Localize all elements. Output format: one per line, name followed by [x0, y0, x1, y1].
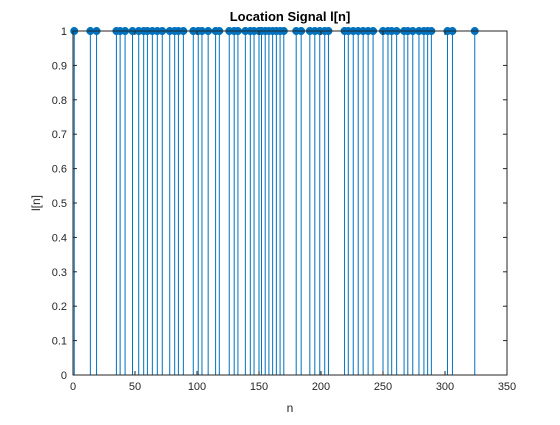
x-axis: 0 50 100 150 200 250 300 350: [70, 31, 516, 393]
stem-series: [70, 26, 479, 375]
y-tick-label: 0.4: [52, 232, 67, 244]
y-tick-label: 0.3: [52, 267, 67, 279]
y-axis: 0 0.1 0.2 0.3 0.4 0.5 0.6 0.7 0.8 0.9 1: [52, 26, 507, 382]
chart-title: Location Signal l[n]: [230, 9, 351, 24]
y-tick-label: 1: [61, 26, 67, 38]
axes-box: [72, 30, 508, 376]
y-axis-label: l[n]: [29, 195, 43, 211]
y-tick-label: 0.5: [52, 198, 67, 210]
y-tick-label: 0.8: [52, 95, 67, 107]
y-tick-label: 0.6: [52, 164, 67, 176]
y-tick-label: 0: [61, 370, 67, 382]
x-tick-label: 0: [70, 381, 76, 393]
x-tick-label: 200: [312, 381, 330, 393]
x-axis-label: n: [287, 401, 294, 415]
x-tick-label: 150: [250, 381, 268, 393]
x-tick-label: 250: [374, 381, 392, 393]
x-tick-label: 50: [129, 381, 141, 393]
y-tick-label: 0.9: [52, 60, 67, 72]
y-tick-label: 0.7: [52, 129, 67, 141]
y-tick-label: 0.1: [52, 336, 67, 348]
x-tick-label: 350: [498, 381, 516, 393]
y-tick-label: 0.2: [52, 301, 67, 313]
x-tick-label: 300: [436, 381, 454, 393]
x-tick-label: 100: [188, 381, 206, 393]
